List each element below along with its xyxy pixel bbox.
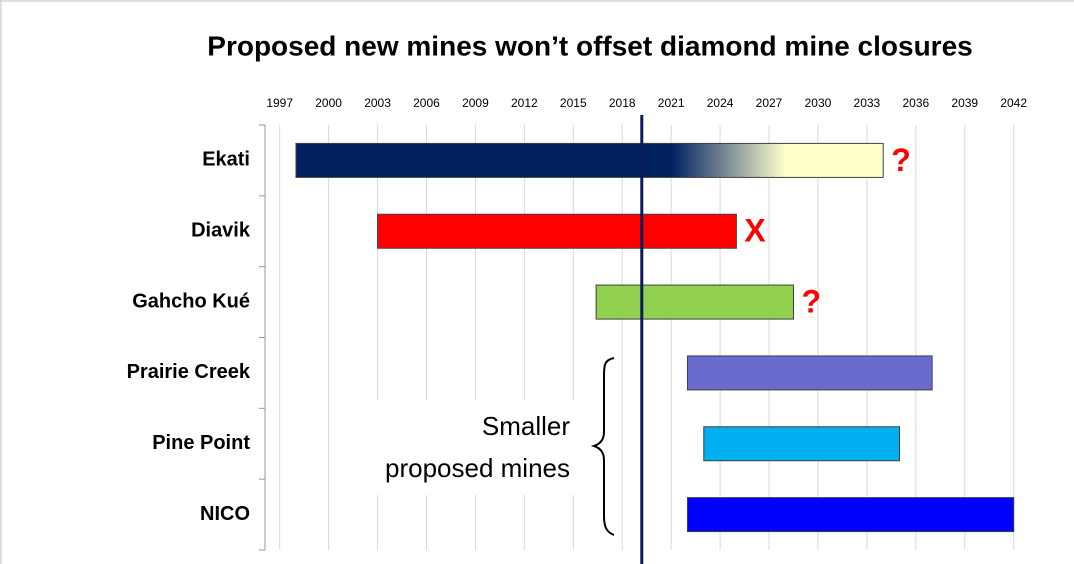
x-tick-label: 2033 xyxy=(854,96,881,110)
brace-text: Smaller xyxy=(482,411,570,441)
x-tick-label: 2027 xyxy=(756,96,783,110)
x-tick-label: 2042 xyxy=(1000,96,1027,110)
x-tick-label: 2036 xyxy=(902,96,929,110)
brace xyxy=(590,357,615,536)
x-tick-label: 2030 xyxy=(805,96,832,110)
row-label: Diavik xyxy=(191,220,251,242)
bar xyxy=(377,213,737,249)
bar xyxy=(686,497,1015,533)
row-label: Pine Point xyxy=(152,432,250,454)
x-tick-label: 2024 xyxy=(707,96,734,110)
x-tick-label: 2000 xyxy=(315,96,342,110)
x-tick-label: 2021 xyxy=(658,96,685,110)
x-tick-label: 2006 xyxy=(413,96,440,110)
annotation: ? xyxy=(801,284,821,320)
x-tick-label: 2009 xyxy=(462,96,489,110)
bar xyxy=(595,284,794,320)
row-label: Gahcho Kué xyxy=(132,290,250,312)
x-tick-label: 2003 xyxy=(364,96,391,110)
x-tick-label: 2039 xyxy=(951,96,978,110)
row-label: Prairie Creek xyxy=(127,361,251,383)
text-backdrop xyxy=(330,400,580,495)
x-tick-label: 1997 xyxy=(266,96,293,110)
bar xyxy=(686,355,933,391)
x-tick-label: 2015 xyxy=(560,96,587,110)
x-tick-label: 2012 xyxy=(511,96,538,110)
row-label: NICO xyxy=(200,503,250,525)
annotation: ? xyxy=(891,142,911,178)
bar xyxy=(703,426,901,462)
bar xyxy=(295,142,884,178)
annotation: X xyxy=(744,213,766,249)
x-tick-label: 2018 xyxy=(609,96,636,110)
chart-title: Proposed new mines won’t offset diamond … xyxy=(207,30,972,61)
brace-text: proposed mines xyxy=(385,453,570,483)
row-label: Ekati xyxy=(202,149,250,171)
